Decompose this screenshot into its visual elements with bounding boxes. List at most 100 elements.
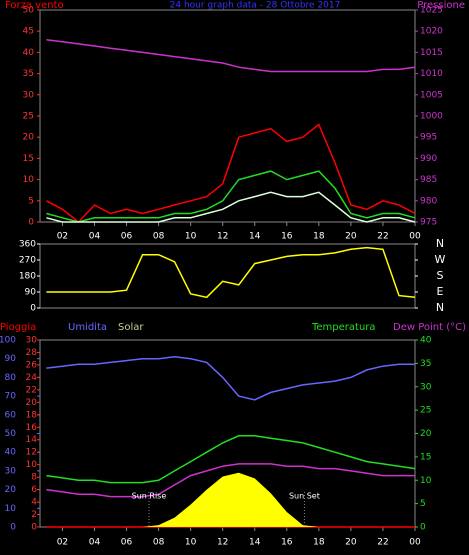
y-tick-label: 60 [5, 410, 17, 420]
x-tick-label: 04 [89, 232, 101, 242]
series-line [46, 170, 416, 223]
y2-tick-label: 30 [420, 382, 432, 392]
y2-tick-label: N [436, 301, 444, 314]
plot-frame [39, 9, 416, 223]
y2-tick-label: 15 [420, 452, 431, 462]
y-tick-label: 40 [23, 48, 35, 58]
y3-tick-label: 0 [31, 523, 37, 533]
y-tick-label: 30 [5, 466, 17, 476]
y2-tick-label: 1000 [420, 112, 443, 122]
x-tick-label: 20 [345, 538, 357, 548]
y2-tick-label: 1025 [420, 6, 443, 16]
y-tick-label: 20 [5, 485, 17, 495]
y-tick-label: 360 [19, 240, 36, 250]
y2-tick-label: 1005 [420, 90, 443, 100]
y-tick-label: 180 [19, 272, 36, 282]
x-tick-label: 20 [345, 232, 357, 242]
y-tick-label: 0 [28, 218, 34, 228]
y2-tick-label: 985 [420, 175, 437, 185]
y3-tick-label: 16 [26, 423, 38, 433]
y-tick-label: 50 [5, 429, 17, 439]
x-tick-label: 04 [89, 538, 101, 548]
y3-tick-label: 4 [31, 498, 37, 508]
y3-tick-label: 30 [26, 336, 38, 346]
y2-tick-label: 5 [420, 499, 426, 509]
y3-tick-label: 6 [31, 485, 37, 495]
x-tick-label: 12 [217, 538, 228, 548]
y3-tick-label: 8 [31, 473, 37, 483]
y-tick-label: 40 [5, 448, 17, 458]
y2-tick-label: 10 [420, 476, 432, 486]
x-tick-label: 00 [409, 538, 421, 548]
x-tick-label: 10 [185, 538, 197, 548]
y-tick-label: 25 [23, 112, 34, 122]
x-tick-label: 08 [153, 232, 165, 242]
y-tick-label: 10 [23, 175, 35, 185]
y2-tick-label: 20 [420, 429, 432, 439]
annotation: Sun Set [289, 492, 320, 501]
y3-tick-label: 24 [26, 373, 38, 383]
y-tick-label: 35 [23, 69, 34, 79]
y2-tick-label: N [436, 237, 444, 250]
y2-tick-label: 975 [420, 218, 437, 228]
y2-tick-label: 980 [420, 196, 437, 206]
series-line [46, 191, 416, 223]
x-tick-label: 18 [313, 538, 325, 548]
y2-tick-label: 1015 [420, 48, 443, 58]
series-line [46, 246, 416, 299]
y-tick-label: 50 [23, 6, 35, 16]
y2-tick-label: 35 [420, 359, 431, 369]
x-tick-label: 14 [249, 538, 261, 548]
y-tick-label: 15 [23, 154, 34, 164]
y-tick-label: 80 [5, 373, 17, 383]
y3-tick-label: 20 [26, 398, 38, 408]
y3-tick-label: 14 [26, 435, 38, 445]
y-tick-label: 45 [23, 27, 34, 37]
y-tick-label: 0 [30, 304, 36, 314]
series-line [46, 463, 415, 498]
x-tick-label: 12 [217, 232, 228, 242]
y2-tick-label: 1010 [420, 69, 443, 79]
x-tick-label: 16 [281, 538, 293, 548]
y2-tick-label: 990 [420, 154, 437, 164]
y2-tick-label: E [437, 285, 444, 298]
x-tick-label: 16 [281, 232, 293, 242]
x-tick-label: 22 [377, 538, 388, 548]
legend-label: Dew Point (°C) [393, 322, 466, 333]
series-line [46, 38, 416, 73]
y3-tick-label: 18 [26, 410, 38, 420]
series-area [46, 472, 416, 527]
chart-title: 24 hour graph data - 28 Ottobre 2017 [170, 1, 341, 11]
y-tick-label: 90 [5, 354, 17, 364]
x-tick-label: 14 [249, 232, 261, 242]
y3-tick-label: 2 [31, 510, 37, 520]
y3-tick-label: 12 [26, 448, 37, 458]
x-tick-label: 02 [57, 538, 68, 548]
x-tick-label: 06 [121, 538, 133, 548]
y-tick-label: 5 [28, 196, 34, 206]
x-tick-label: 10 [185, 232, 197, 242]
annotation: Sun Rise [132, 492, 167, 501]
y2-tick-label: 40 [420, 336, 432, 346]
y-tick-label: 30 [23, 90, 35, 100]
y2-tick-label: 995 [420, 133, 437, 143]
y3-tick-label: 28 [26, 348, 38, 358]
legend-label: Umidita [68, 322, 107, 333]
x-tick-label: 06 [121, 232, 133, 242]
series-line [46, 123, 416, 224]
legend-label: Forza vento [5, 0, 64, 11]
series-line [46, 435, 416, 484]
legend-label: Pressione [417, 0, 465, 11]
y-tick-label: 0 [10, 523, 16, 533]
y-tick-label: 100 [0, 336, 16, 346]
legend-label: Temperatura [311, 322, 376, 333]
y2-tick-label: S [437, 269, 444, 282]
series-line [46, 356, 415, 401]
y3-tick-label: 26 [26, 360, 38, 370]
x-tick-label: 08 [153, 538, 165, 548]
y-tick-label: 20 [23, 133, 35, 143]
y3-tick-label: 22 [26, 385, 37, 395]
x-tick-label: 22 [377, 232, 388, 242]
y2-tick-label: W [435, 253, 446, 266]
